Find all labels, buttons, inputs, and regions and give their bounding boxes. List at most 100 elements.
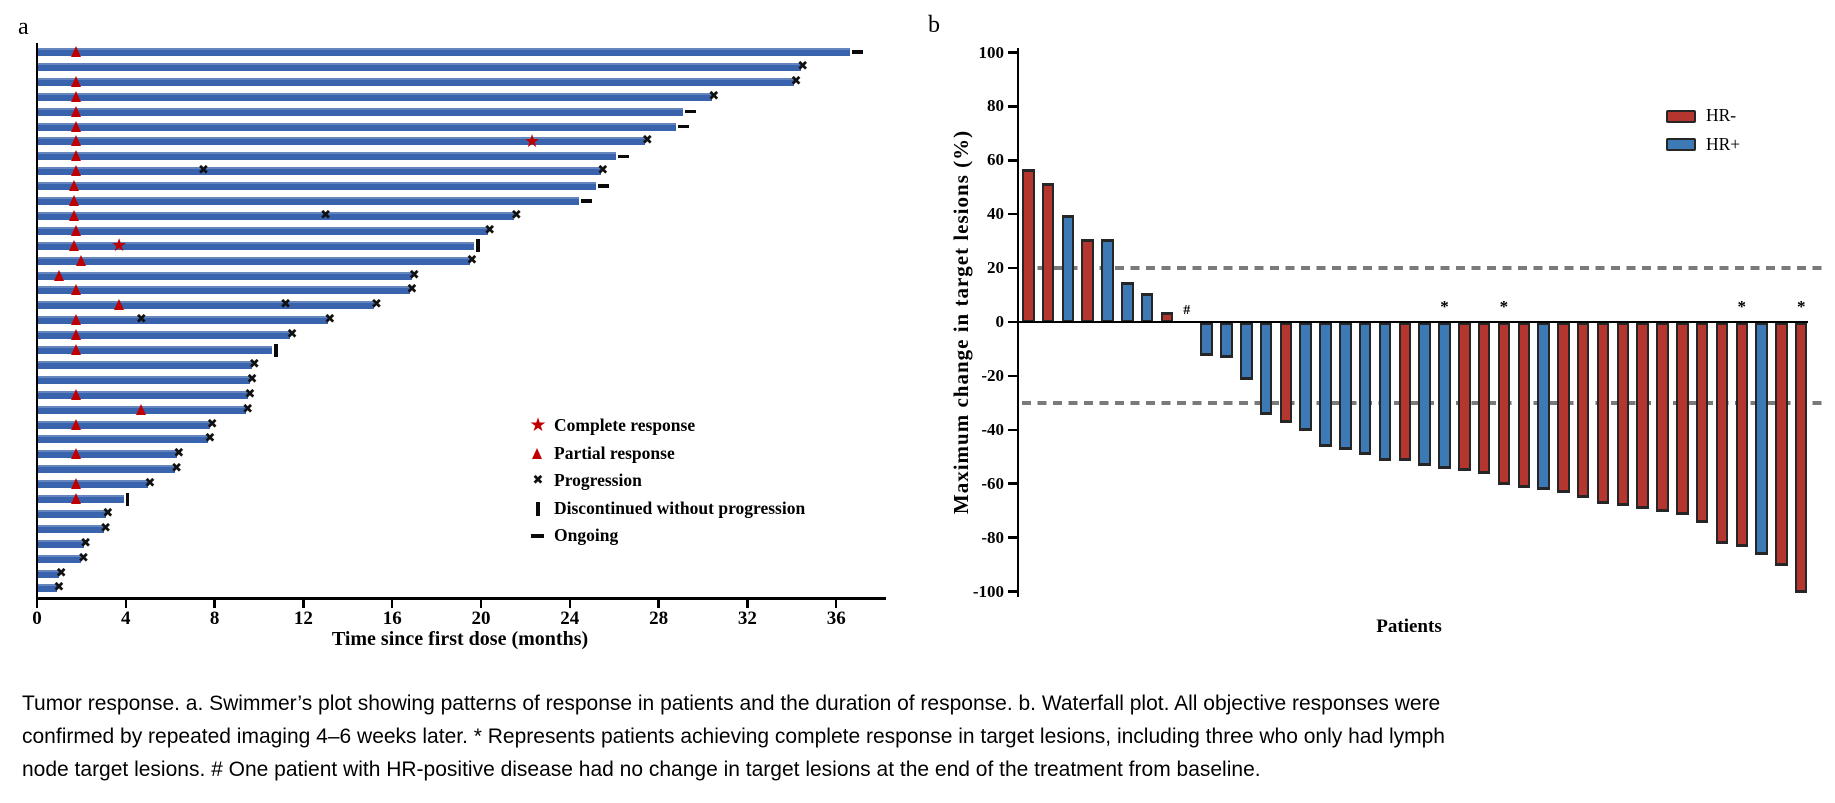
progression-icon: ✖ (135, 312, 147, 328)
waterfall-y-tick (1008, 374, 1017, 378)
swimmer-bar (37, 524, 104, 533)
waterfall-legend-swatch (1666, 109, 1696, 123)
swimmer-legend-label: Partial response (554, 442, 675, 463)
swimmer-x-tick (834, 599, 838, 608)
swimmer-bar (37, 554, 82, 563)
waterfall-y-tick-label: 80 (987, 96, 1004, 116)
waterfall-y-tick-label: 0 (995, 312, 1005, 331)
complete-response-asterisk: * (1737, 297, 1747, 316)
waterfall-legend-label: HR+ (1706, 133, 1741, 154)
waterfall-bar (1061, 214, 1075, 322)
waterfall-bar (1259, 323, 1273, 415)
waterfall-bar (1418, 323, 1431, 467)
waterfall-bar (1596, 323, 1610, 504)
waterfall-bar (1557, 323, 1570, 493)
waterfall-legend: HR- HR+ (1660, 100, 1830, 160)
swimmer-x-tick-label: 12 (293, 608, 313, 629)
partial-response-icon (71, 478, 82, 490)
no-change-hash: # (1183, 303, 1191, 318)
complete-response-asterisk: * (1440, 297, 1449, 316)
progression-icon: ✖ (641, 133, 653, 149)
waterfall-y-tick (1008, 428, 1017, 432)
partial-response-icon (53, 269, 64, 281)
progression-icon: ✖ (204, 431, 216, 447)
progression-icon: ✖ (597, 163, 609, 179)
partial-response-icon (71, 120, 82, 132)
waterfall-bar (1358, 323, 1372, 456)
waterfall-y-tick-label: -80 (981, 527, 1004, 547)
waterfall-y-tick (1008, 590, 1017, 593)
swimmer-x-tick-label: 0 (32, 608, 42, 629)
waterfall-zero-line (1016, 320, 1808, 324)
waterfall-bar (1140, 293, 1154, 322)
progression-icon: ✖ (144, 476, 156, 492)
swimmer-x-tick (35, 599, 39, 608)
progression-icon: ✖ (244, 386, 256, 402)
waterfall-y-tick (1008, 212, 1017, 216)
swimmer-bar (37, 271, 413, 280)
partial-response-icon (113, 299, 124, 311)
swimmer-x-tick (657, 599, 660, 608)
progression-icon: ✖ (280, 297, 292, 313)
swimmer-x-axis-title: Time since first dose (months) (331, 628, 589, 650)
partial-response-icon (71, 46, 82, 57)
reference-dashed-line (1022, 266, 1822, 271)
swimmer-bar (37, 197, 579, 205)
swimmer-x-tick (213, 599, 216, 608)
swimmer-x-tick (479, 599, 483, 608)
swimmer-x-tick-label: 4 (121, 608, 131, 629)
waterfall-y-tick (1008, 105, 1017, 108)
swimmer-x-tick-label: 20 (471, 608, 491, 629)
progression-icon: ✖ (248, 356, 260, 372)
swimmer-legend-label: Progression (554, 470, 642, 490)
progression-icon: ✖ (532, 473, 544, 488)
progression-icon: ✖ (198, 163, 209, 179)
waterfall-bar (1220, 323, 1233, 359)
swimmer-bar (37, 346, 273, 354)
progression-icon: ✖ (790, 73, 802, 89)
ongoing-icon (618, 154, 630, 159)
swimmer-bar (37, 107, 684, 116)
progression-icon: ✖ (320, 207, 332, 223)
complete-response-icon: ★ (111, 235, 128, 256)
waterfall-bar (1497, 323, 1511, 485)
complete-response-asterisk: * (1499, 297, 1509, 316)
progression-icon: ✖ (102, 505, 114, 521)
swimmer-bar (37, 286, 410, 295)
swimmer-legend: ★ Complete response Partial response ✖ Progr… (528, 414, 858, 554)
progression-icon: ✖ (708, 88, 720, 104)
waterfall-y-tick-label: 20 (987, 258, 1004, 278)
swimmer-bar (37, 256, 470, 265)
swimmer-bar (37, 92, 712, 101)
partial-response-icon (69, 239, 80, 251)
partial-response-icon (71, 224, 82, 236)
waterfall-bar (1537, 323, 1550, 491)
discontinued-icon (536, 501, 540, 516)
partial-response-icon (71, 75, 82, 87)
caption-line: node target lesions. # One patient with … (22, 758, 1261, 781)
waterfall-bar (1656, 323, 1669, 512)
progression-icon: ✖ (484, 222, 496, 238)
progression-icon: ✖ (53, 580, 65, 596)
waterfall-y-tick-label: -20 (981, 365, 1004, 385)
progression-icon: ✖ (55, 565, 67, 581)
partial-response-icon (71, 314, 82, 326)
figure-caption: Tumor response. a. Swimmer’s plot showin… (22, 692, 1822, 797)
waterfall-bar (1695, 323, 1709, 523)
partial-response-icon (532, 447, 542, 459)
waterfall-x-axis-title: Patients (1376, 616, 1442, 637)
waterfall-y-tick-label: -100 (972, 581, 1004, 601)
swimmer-bar (37, 420, 211, 429)
progression-icon: ✖ (797, 58, 809, 74)
waterfall-bar (1240, 323, 1253, 380)
complete-response-icon: ★ (529, 415, 547, 436)
waterfall-y-axis-title: Maximum change in target lesions (%) (949, 129, 973, 515)
waterfall-bar (1616, 323, 1630, 507)
waterfall-legend-label: HR- (1706, 105, 1737, 125)
swimmer-x-tick-label: 32 (737, 608, 757, 629)
progression-icon: ✖ (286, 327, 298, 343)
swimmer-x-tick (302, 599, 305, 608)
swimmer-plot: 0 4 8 12 16 20 24 28 32 36 ✖ ✖ ✖ ★ ✖ ✖ ✖ ✖ ✖ ✖ ★ ✖ ✖ ✖ ✖ ✖ ✖ ✖ ✖ ✖ ✖ ✖ ✖… (0, 0, 920, 660)
waterfall-bar (1735, 323, 1749, 547)
